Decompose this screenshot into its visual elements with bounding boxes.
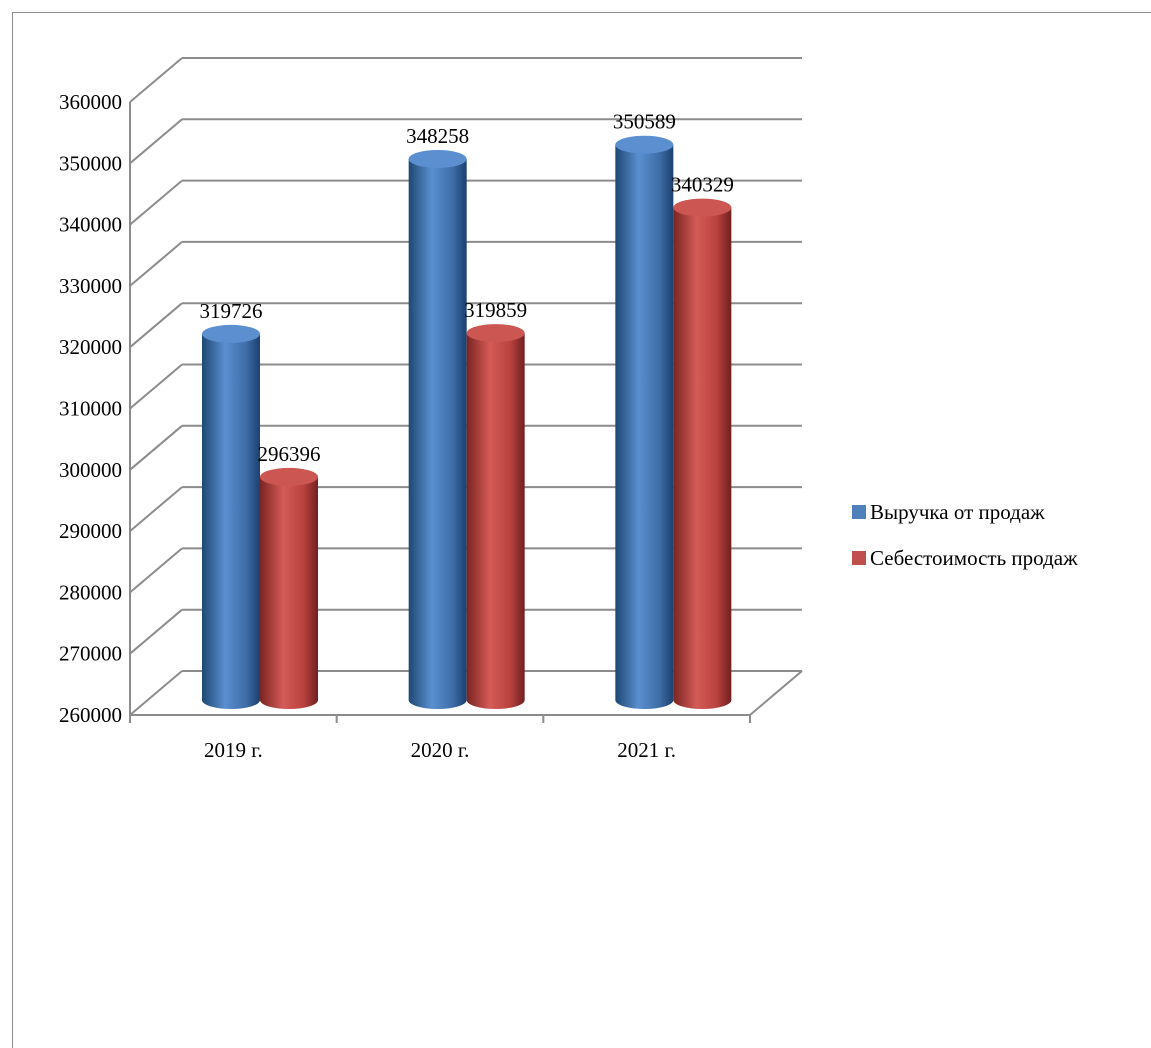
bar-body [408, 158, 467, 709]
y-tick-label: 290000 [59, 519, 122, 543]
gridline-diagonal [129, 425, 183, 471]
x-tick-label: 2019 г. [204, 738, 263, 762]
data-label-revenue: 319726 [200, 299, 263, 323]
gridline-diagonal [129, 363, 183, 410]
bar-cap [466, 324, 525, 343]
gridline-diagonal [129, 179, 183, 226]
bar-cost [260, 467, 318, 709]
bar-body [615, 144, 674, 709]
data-label-cost: 296396 [258, 442, 321, 466]
legend-item-cost: Себестоимость продаж [852, 546, 1078, 570]
data-label-revenue: 348258 [406, 124, 469, 148]
legend-label-cost: Себестоимость продаж [870, 545, 1078, 570]
x-tick-label: 2021 г. [617, 738, 676, 762]
floor-edge [749, 670, 803, 716]
legend-item-revenue: Выручка от продаж [852, 500, 1078, 524]
legend-swatch-revenue [852, 505, 866, 519]
y-tick-label: 260000 [59, 703, 122, 727]
gridline-diagonal [129, 547, 183, 594]
bar-cost [466, 324, 525, 710]
bar-body [202, 333, 260, 709]
y-tick-label: 320000 [59, 335, 122, 359]
bar-cap [408, 149, 467, 168]
bar-revenue [615, 135, 674, 709]
chart-frame [12, 12, 1151, 1048]
y-tick-label: 270000 [59, 642, 122, 666]
data-label-revenue: 350589 [613, 110, 676, 134]
y-tick-label: 300000 [59, 458, 122, 482]
y-tick-label: 360000 [59, 90, 122, 114]
bar-revenue [202, 324, 260, 709]
data-label-cost: 340329 [671, 173, 734, 197]
bar-layer [202, 135, 732, 710]
gridline-diagonal [129, 608, 183, 655]
bar-revenue [408, 149, 467, 709]
gridline-diagonal [129, 670, 183, 716]
y-tick-label: 350000 [59, 151, 122, 175]
gridline-diagonal [129, 57, 183, 103]
y-tick-label: 330000 [59, 274, 122, 298]
gridline-diagonal [129, 118, 183, 165]
legend-swatch-cost [852, 551, 866, 565]
y-tick-label: 340000 [59, 213, 122, 237]
legend: Выручка от продаж Себестоимость продаж [852, 500, 1078, 592]
bar-body [466, 333, 525, 710]
gridline-diagonal [129, 302, 183, 348]
x-tick-label: 2020 г. [411, 738, 470, 762]
bar-cap [615, 135, 674, 154]
bar-cap [673, 198, 732, 217]
y-tick-label: 310000 [59, 397, 122, 421]
label-layer: 319726 348258 350589 296396 319859 340329 [200, 110, 734, 466]
y-tick-label: 280000 [59, 580, 122, 604]
data-label-cost: 319859 [464, 298, 527, 322]
legend-label-revenue: Выручка от продаж [870, 499, 1045, 524]
gridline-diagonal [129, 241, 183, 287]
bar-body [673, 207, 732, 709]
axis-layer: 260000 270000 280000 290000 300000 310000 3200… [59, 90, 803, 762]
bar-cost [673, 198, 732, 709]
bar-body [260, 476, 318, 709]
bar-cap [202, 324, 260, 343]
bar-cap [260, 467, 318, 486]
gridline-diagonal [129, 486, 183, 532]
